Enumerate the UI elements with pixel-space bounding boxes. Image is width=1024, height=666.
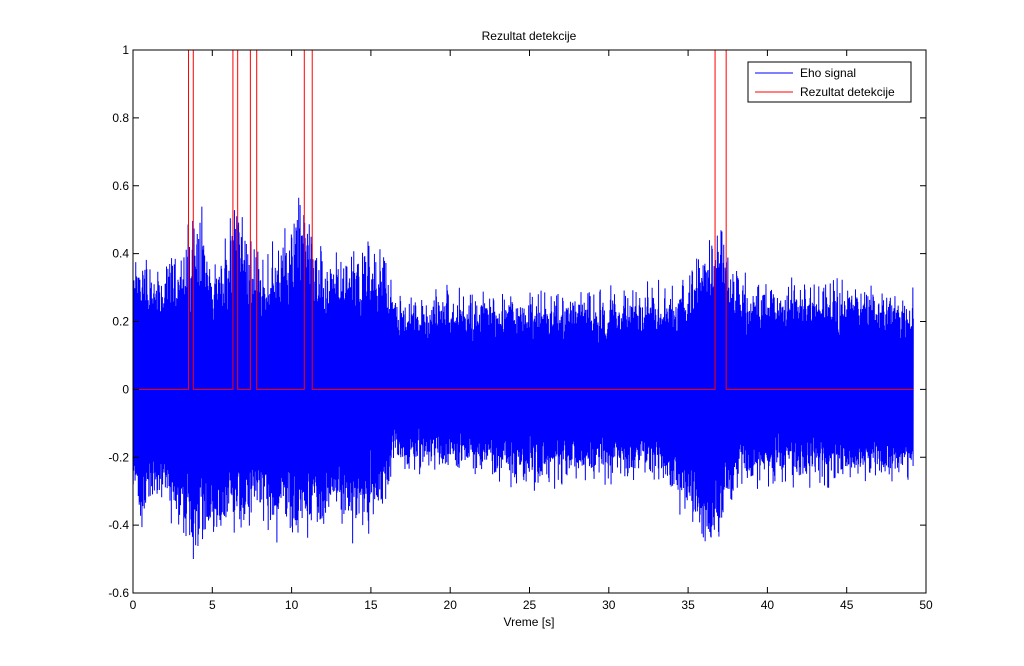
x-tick-label: 10 [285, 598, 299, 612]
legend-label-detection: Rezultat detekcije [800, 85, 895, 99]
x-tick-label: 40 [761, 598, 775, 612]
y-tick-label: 0.4 [112, 247, 129, 261]
x-tick-label: 50 [919, 598, 933, 612]
x-axis-label: Vreme [s] [504, 615, 555, 629]
x-tick-label: 5 [209, 598, 216, 612]
x-tick-label: 0 [130, 598, 137, 612]
x-tick-label: 25 [523, 598, 537, 612]
chart-title: Rezultat detekcije [482, 29, 577, 43]
legend-box [747, 61, 912, 103]
x-tick-label: 35 [681, 598, 695, 612]
y-tick-label: 0.2 [112, 315, 129, 329]
x-tick-label: 15 [364, 598, 378, 612]
y-tick-label: -0.4 [108, 518, 129, 532]
legend: Eho signal Rezultat detekcije [747, 61, 912, 103]
x-tick-label: 30 [602, 598, 616, 612]
y-tick-label: 0.6 [112, 179, 129, 193]
y-tick-label: -0.2 [108, 450, 129, 464]
eho-signal-line [132, 197, 914, 560]
legend-label-eho-signal: Eho signal [800, 66, 856, 80]
x-tick-label: 20 [444, 598, 458, 612]
y-tick-label: 0.8 [112, 111, 129, 125]
y-tick-label: 1 [122, 43, 129, 57]
eho-signal-series [132, 197, 914, 560]
y-tick-label: 0 [122, 382, 129, 396]
x-tick-label: 45 [840, 598, 854, 612]
axis-ticks: 0 5 10 15 20 25 30 35 40 45 50 -0.6 -0.4 -0.2 0 0.2 0.4 0… [108, 43, 933, 612]
y-tick-label: -0.6 [108, 586, 129, 600]
